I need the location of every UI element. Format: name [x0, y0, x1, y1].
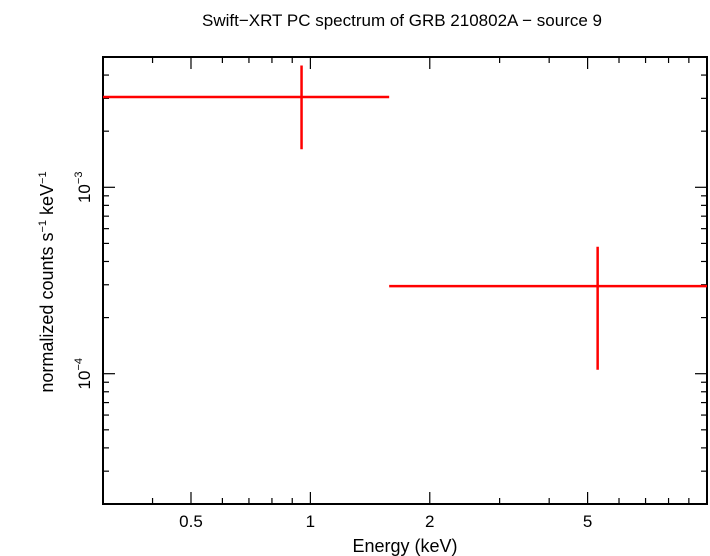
data-point	[389, 246, 707, 370]
x-tick-label: 0.5	[179, 512, 203, 531]
x-tick-labels: 0.5 1 2 5	[179, 512, 592, 531]
chart-title: Swift−XRT PC spectrum of GRB 210802A − s…	[202, 11, 602, 30]
plot-frame	[102, 56, 708, 505]
x-axis-label: Energy (keV)	[352, 536, 457, 556]
data-point	[103, 65, 390, 150]
x-tick-label: 2	[425, 512, 434, 531]
axis-ticks	[102, 56, 708, 505]
y-tick-label: 10−4	[73, 358, 94, 389]
y-axis-label: normalized counts s−1 keV−1	[37, 171, 57, 392]
y-tick-label: 10−3	[73, 172, 94, 203]
x-tick-label: 5	[583, 512, 592, 531]
x-tick-label: 1	[306, 512, 315, 531]
y-tick-labels: 10−3 10−4	[73, 172, 94, 390]
data-series	[103, 65, 707, 370]
